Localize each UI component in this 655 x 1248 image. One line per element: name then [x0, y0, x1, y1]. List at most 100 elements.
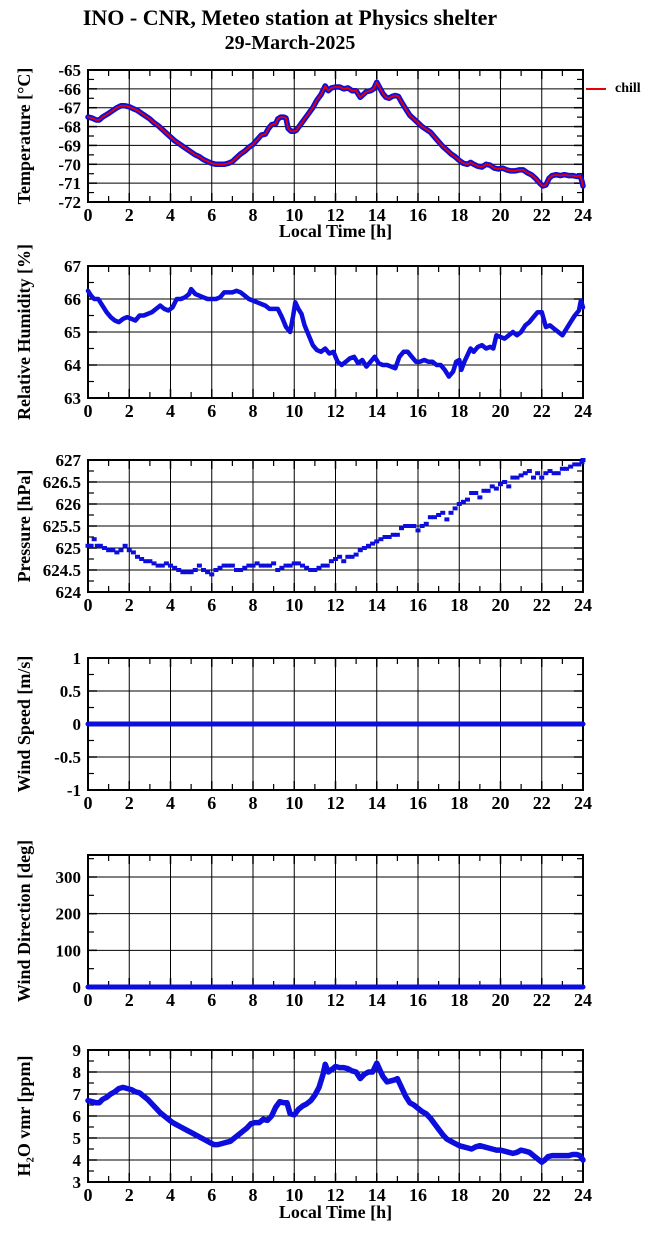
x-tick-label: 4 [166, 401, 175, 421]
data-point [370, 541, 376, 546]
y-tick-label: -65 [58, 61, 81, 80]
y-tick-label: 5 [73, 1129, 82, 1148]
data-point [361, 546, 367, 550]
y-tick-label: 9 [73, 1041, 82, 1060]
data-point [155, 563, 161, 568]
x-tick-label: 24 [574, 990, 592, 1010]
data-point [262, 563, 268, 568]
plot-frame [87, 265, 584, 399]
x-tick-label: 10 [285, 401, 303, 421]
data-point [110, 548, 116, 553]
y-tick-label: 8 [73, 1063, 82, 1082]
y-tick-label: 100 [56, 941, 82, 960]
data-point [308, 568, 314, 572]
data-point [324, 563, 330, 568]
data-point [196, 563, 202, 568]
data-point [522, 471, 528, 476]
data-point [316, 565, 322, 570]
data-point [279, 565, 285, 570]
data-point [543, 471, 549, 476]
x-tick-label: 22 [533, 205, 551, 225]
plot-frame [87, 1049, 584, 1183]
x-tick-label: 8 [249, 401, 258, 421]
x-tick-label: 22 [533, 990, 551, 1010]
data-point [564, 466, 569, 471]
x-tick-label: 6 [207, 401, 216, 421]
data-point [502, 480, 508, 484]
y-tick-label: 624 [56, 583, 82, 602]
data-point [283, 563, 289, 568]
data-point [403, 524, 409, 528]
data-point [526, 469, 532, 473]
y-tick-label: 200 [56, 905, 82, 924]
y-tick-label: -68 [58, 118, 81, 137]
x-tick-label: 16 [409, 1185, 427, 1205]
y-tick-label: 67 [64, 257, 82, 276]
x-tick-label: 12 [327, 401, 345, 421]
data-point [440, 510, 446, 515]
x-tick-label: 14 [368, 401, 386, 421]
data-point [498, 482, 503, 487]
x-tick-label: 4 [166, 1185, 175, 1205]
x-tick-label: 8 [249, 793, 258, 813]
y-tick-label: 627 [56, 451, 82, 470]
data-point [209, 572, 215, 577]
data-point [94, 543, 100, 548]
y-tick-label: 624.5 [43, 561, 81, 580]
data-point [246, 563, 252, 568]
y-tick-label: 300 [56, 868, 82, 887]
data-point [139, 557, 145, 561]
x-tick-label: 0 [84, 990, 93, 1010]
data-point [192, 568, 198, 572]
x-tick-label: 4 [166, 793, 175, 813]
y-tick-label: 0 [73, 715, 82, 734]
x-tick-label: 2 [125, 205, 134, 225]
chart-temperature: 0 2 4 6 8 10 12 14 16 18 20 22 24-72-71-70-69-68-67-… [58, 61, 592, 225]
x-tick-label: 8 [249, 595, 258, 615]
data-point [531, 475, 536, 480]
data-point [304, 565, 310, 570]
data-point [337, 554, 343, 559]
plot-frame [87, 459, 584, 593]
y-axis-label-wind-speed: Wind Speed [m/s] [14, 655, 34, 793]
data-point [130, 550, 136, 555]
y-axis-label-h2o-vmr: H₂O vmr [ppm] [14, 1055, 34, 1177]
y-axis-label-pressure: Pressure [hPa] [14, 469, 34, 583]
data-point [390, 532, 396, 537]
y-tick-label: -72 [58, 193, 81, 212]
y-tick-label: 625.5 [43, 517, 81, 536]
data-point [514, 475, 520, 480]
data-point [143, 559, 149, 564]
data-point [535, 471, 541, 476]
y-tick-label: 626.5 [43, 473, 81, 492]
page-title: INO - CNR, Meteo station at Physics shel… [82, 5, 498, 30]
data-point [465, 497, 470, 502]
data-point [176, 568, 182, 572]
data-point [349, 554, 355, 559]
data-point [258, 563, 264, 568]
x-tick-label: 8 [249, 990, 258, 1010]
y-tick-label: 66 [64, 290, 81, 309]
x-tick-label: 2 [125, 595, 134, 615]
chart-pressure: 0 2 4 6 8 10 12 14 16 18 20 22 24624624.5625625.5626… [43, 451, 592, 615]
y-tick-label: 1 [73, 649, 82, 668]
y-tick-label: -71 [58, 174, 81, 193]
x-tick-label: 16 [409, 793, 427, 813]
data-point [555, 471, 561, 476]
data-point [477, 495, 483, 500]
data-point [341, 559, 347, 564]
x-tick-label: 4 [166, 595, 175, 615]
data-point [159, 563, 165, 568]
y-axis-label-humidity: Relative Humidity [%] [14, 244, 34, 420]
x-tick-label: 18 [450, 401, 468, 421]
x-tick-label: 6 [207, 1185, 216, 1205]
data-point [539, 475, 545, 480]
data-point [97, 543, 103, 548]
data-point [448, 510, 454, 515]
data-point [407, 524, 413, 528]
x-tick-label: 0 [84, 205, 93, 225]
x-tick-label: 18 [450, 205, 468, 225]
data-point [366, 543, 371, 548]
